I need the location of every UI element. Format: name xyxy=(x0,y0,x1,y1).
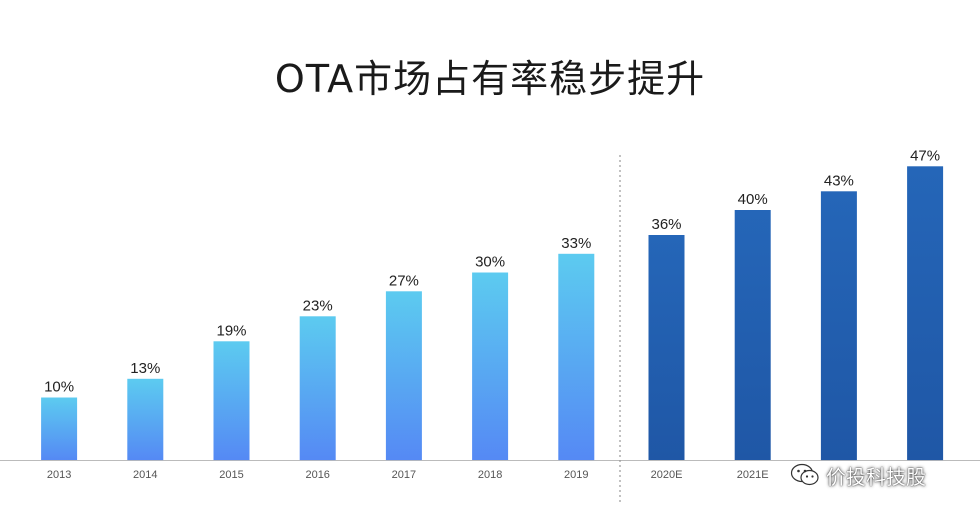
data-label-2019: 33% xyxy=(561,235,591,252)
data-label-2022E: 43% xyxy=(824,172,854,189)
tick-label-2016: 2016 xyxy=(305,469,329,481)
tick-label-2018: 2018 xyxy=(478,469,502,481)
data-label-2015: 19% xyxy=(216,322,246,339)
bar-2015 xyxy=(213,341,250,461)
bar-2018 xyxy=(472,272,509,460)
data-label-2023E: 47% xyxy=(910,147,940,164)
bar-2014 xyxy=(127,378,164,461)
watermark: 价投科技股 xyxy=(790,458,926,492)
bar-2016 xyxy=(299,316,336,461)
bar-2020E xyxy=(648,235,685,460)
bars-group xyxy=(41,166,944,461)
tick-label-2020E: 2020E xyxy=(651,469,683,481)
bar-2023E xyxy=(907,166,944,461)
data-label-2018: 30% xyxy=(475,254,505,271)
tick-label-2021E: 2021E xyxy=(737,469,769,481)
data-label-2017: 27% xyxy=(389,272,419,289)
tick-label-2015: 2015 xyxy=(219,469,243,481)
data-label-2013: 10% xyxy=(44,379,74,396)
bar-2021E xyxy=(734,210,771,460)
data-label-2020E: 36% xyxy=(651,216,681,233)
bar-2017 xyxy=(385,291,422,461)
bar-2019 xyxy=(558,253,595,461)
tick-label-2017: 2017 xyxy=(392,469,416,481)
chart-title: OTA市场占有率稳步提升 xyxy=(274,57,706,101)
data-label-2016: 23% xyxy=(303,297,333,314)
tick-label-2013: 2013 xyxy=(47,469,71,481)
wechat-icon xyxy=(790,463,819,486)
bar-2022E xyxy=(820,191,857,461)
data-labels-group: 10% 13% 19% 23% 27% 30% 33% 36% 40% 43% 47% xyxy=(44,147,940,395)
tick-label-2014: 2014 xyxy=(133,469,157,481)
tick-label-2019: 2019 xyxy=(564,469,588,481)
data-label-2021E: 40% xyxy=(738,191,768,208)
bar-2013 xyxy=(41,397,78,460)
tick-labels-group: 2013 2014 2015 2016 2017 2018 2019 2020E 2021E xyxy=(47,469,769,481)
watermark-text: 价投科技股 xyxy=(826,464,926,489)
data-label-2014: 13% xyxy=(130,360,160,377)
